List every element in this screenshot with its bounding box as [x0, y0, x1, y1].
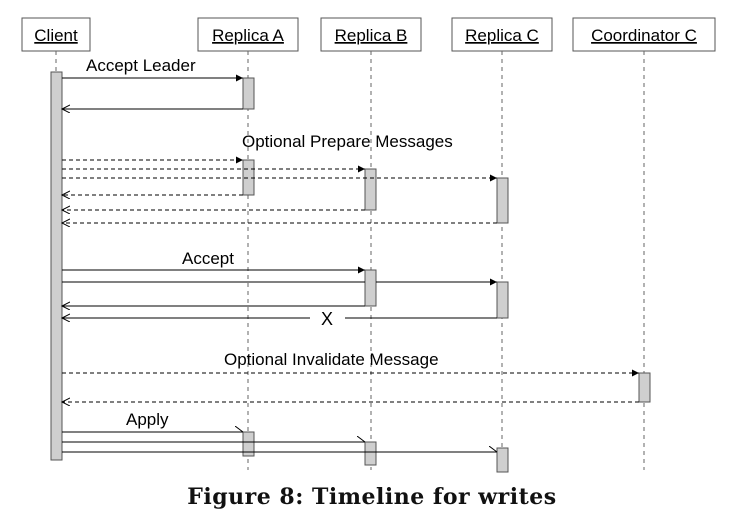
label-optional-prepare: Optional Prepare Messages	[242, 132, 453, 151]
label-accept-leader: Accept Leader	[86, 56, 196, 75]
activation-replica-c-apply	[496, 447, 509, 473]
activation-replica-b-apply	[364, 441, 377, 466]
activation-replica-b-prepare	[364, 168, 377, 211]
lost-reply-marker: X	[321, 309, 333, 329]
label-accept: Accept	[182, 249, 234, 268]
participant-coordinator-c: Coordinator C	[572, 17, 716, 52]
participant-label-coordinator-c: Coordinator C	[591, 26, 697, 45]
participant-replica-b: Replica B	[320, 17, 422, 52]
activation-replica-b-accept	[364, 269, 377, 307]
activation-replica-a-apply	[242, 431, 255, 457]
activation-replica-c-accept	[496, 281, 509, 319]
activation-client	[50, 71, 63, 461]
participant-label-replica-b: Replica B	[335, 26, 408, 45]
activation-coordinator-c	[638, 372, 651, 403]
activation-replica-c-prepare	[496, 177, 509, 224]
participant-label-client: Client	[34, 26, 78, 45]
participant-label-replica-a: Replica A	[212, 26, 284, 45]
participant-replica-a: Replica A	[197, 17, 299, 52]
label-optional-invalidate: Optional Invalidate Message	[224, 350, 439, 369]
participant-label-replica-c: Replica C	[465, 26, 539, 45]
activation-replica-a-accept-leader	[242, 77, 255, 110]
figure-caption: Figure 8: Timeline for writes	[187, 484, 557, 510]
participant-client: Client	[21, 17, 91, 52]
label-apply: Apply	[126, 410, 169, 429]
sequence-diagram: Client Replica A Replica B Replica C Coo…	[21, 17, 716, 473]
participant-replica-c: Replica C	[451, 17, 553, 52]
